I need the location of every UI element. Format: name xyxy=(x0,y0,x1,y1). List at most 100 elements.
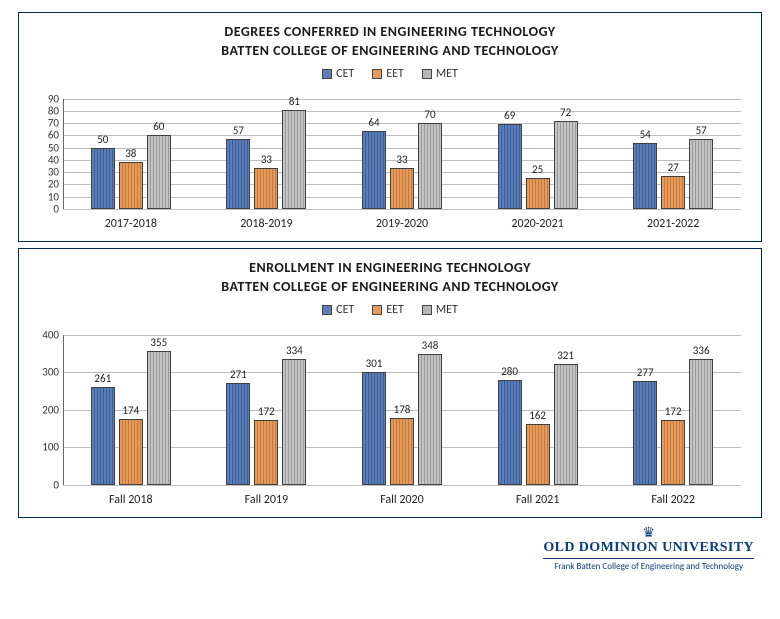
bar: 25 xyxy=(526,178,550,209)
legend-swatch xyxy=(422,69,432,79)
bar-value-label: 321 xyxy=(557,349,574,362)
legend-label: MET xyxy=(436,67,458,81)
bar-group: 261174355 xyxy=(63,335,199,485)
bar-group: 280162321 xyxy=(470,335,606,485)
ytick-label: 80 xyxy=(35,105,59,118)
gridline xyxy=(63,209,741,210)
legend-item: MET xyxy=(422,67,458,81)
legend-label: CET xyxy=(336,303,354,317)
x-label: 2021-2022 xyxy=(605,217,741,231)
bar-value-label: 54 xyxy=(640,128,651,141)
x-label: Fall 2018 xyxy=(63,493,199,507)
ytick-label: 0 xyxy=(35,202,59,215)
plot-area: 0102030405060708090503860573381643370692… xyxy=(33,85,747,235)
chart-box: DEGREES CONFERRED IN ENGINEERING TECHNOL… xyxy=(18,12,762,242)
bar-value-label: 261 xyxy=(94,372,111,385)
legend-label: EET xyxy=(386,303,404,317)
university-sub: Frank Batten College of Engineering and … xyxy=(543,558,754,572)
ytick-label: 40 xyxy=(35,153,59,166)
bar: 69 xyxy=(498,124,522,208)
bar: 72 xyxy=(554,121,578,209)
bar-value-label: 38 xyxy=(125,147,136,160)
bar: 57 xyxy=(226,139,250,209)
bar: 54 xyxy=(633,143,657,209)
legend-label: MET xyxy=(436,303,458,317)
x-label: Fall 2021 xyxy=(470,493,606,507)
x-label: Fall 2022 xyxy=(605,493,741,507)
legend-label: EET xyxy=(386,67,404,81)
bar-value-label: 348 xyxy=(422,339,439,352)
bar-value-label: 33 xyxy=(261,153,272,166)
legend: CET EET MET xyxy=(33,67,747,81)
bar: 178 xyxy=(390,418,414,485)
bar-value-label: 57 xyxy=(233,124,244,137)
x-label: 2020-2021 xyxy=(470,217,606,231)
bar-value-label: 277 xyxy=(637,366,654,379)
bar: 64 xyxy=(362,131,386,209)
ytick-label: 20 xyxy=(35,178,59,191)
bar: 162 xyxy=(526,424,550,485)
bar-value-label: 70 xyxy=(424,108,435,121)
ytick-label: 30 xyxy=(35,166,59,179)
legend-swatch xyxy=(372,69,382,79)
bar-value-label: 33 xyxy=(396,153,407,166)
chart-title: ENROLLMENT IN ENGINEERING TECHNOLOGYBATT… xyxy=(33,259,747,297)
x-label: Fall 2019 xyxy=(199,493,335,507)
chart-title: DEGREES CONFERRED IN ENGINEERING TECHNOL… xyxy=(33,23,747,61)
x-label: Fall 2020 xyxy=(334,493,470,507)
bar: 27 xyxy=(661,176,685,209)
legend-swatch xyxy=(322,305,332,315)
bar: 271 xyxy=(226,383,250,485)
x-labels: 2017-20182018-20192019-20202020-20212021… xyxy=(63,217,741,231)
bar-group: 301178348 xyxy=(334,335,470,485)
bar-value-label: 271 xyxy=(230,368,247,381)
bar: 38 xyxy=(119,162,143,208)
ytick-label: 60 xyxy=(35,129,59,142)
bar-groups: 503860573381643370692572542757 xyxy=(63,99,741,209)
ytick-label: 70 xyxy=(35,117,59,130)
university-name: OLD DOMINION UNIVERSITY xyxy=(543,540,754,556)
ytick-label: 0 xyxy=(35,478,59,491)
legend-label: CET xyxy=(336,67,354,81)
bar-group: 503860 xyxy=(63,99,199,209)
bar-value-label: 336 xyxy=(693,344,710,357)
bar: 33 xyxy=(254,168,278,208)
x-labels: Fall 2018Fall 2019Fall 2020Fall 2021Fall… xyxy=(63,493,741,507)
bar-groups: 2611743552711723343011783482801623212771… xyxy=(63,335,741,485)
bar-group: 573381 xyxy=(199,99,335,209)
plot-inner: 0102030405060708090503860573381643370692… xyxy=(63,99,741,209)
legend-swatch xyxy=(372,305,382,315)
bar-group: 542757 xyxy=(605,99,741,209)
legend-item: MET xyxy=(422,303,458,317)
x-label: 2017-2018 xyxy=(63,217,199,231)
bar-value-label: 172 xyxy=(665,405,682,418)
bar: 280 xyxy=(498,380,522,485)
bar: 277 xyxy=(633,381,657,485)
bar-value-label: 50 xyxy=(97,133,108,146)
bar-value-label: 57 xyxy=(696,124,707,137)
bar: 57 xyxy=(689,139,713,209)
bar-value-label: 162 xyxy=(529,409,546,422)
plot-area: 0100200300400261174355271172334301178348… xyxy=(33,321,747,511)
bar-value-label: 301 xyxy=(366,357,383,370)
bar-group: 64 33 70 xyxy=(334,99,470,209)
bar: 348 xyxy=(418,354,442,485)
ytick-label: 400 xyxy=(35,328,59,341)
ytick-label: 300 xyxy=(35,366,59,379)
bar: 301 xyxy=(362,372,386,485)
footer: ♛ OLD DOMINION UNIVERSITY Frank Batten C… xyxy=(18,526,762,572)
bar-value-label: 280 xyxy=(501,365,518,378)
bar: 70 xyxy=(418,123,442,209)
bar-value-label: 25 xyxy=(532,163,543,176)
bar: 261 xyxy=(91,387,115,485)
plot-inner: 0100200300400261174355271172334301178348… xyxy=(63,335,741,485)
bar-value-label: 172 xyxy=(258,405,275,418)
bar-group: 692572 xyxy=(470,99,606,209)
bar-value-label: 64 xyxy=(368,116,379,129)
legend: CET EET MET xyxy=(33,303,747,317)
x-label: 2018-2019 xyxy=(199,217,335,231)
crown-icon: ♛ xyxy=(543,526,754,540)
legend-item: EET xyxy=(372,303,404,317)
bar: 336 xyxy=(689,359,713,485)
bar-value-label: 178 xyxy=(394,403,411,416)
